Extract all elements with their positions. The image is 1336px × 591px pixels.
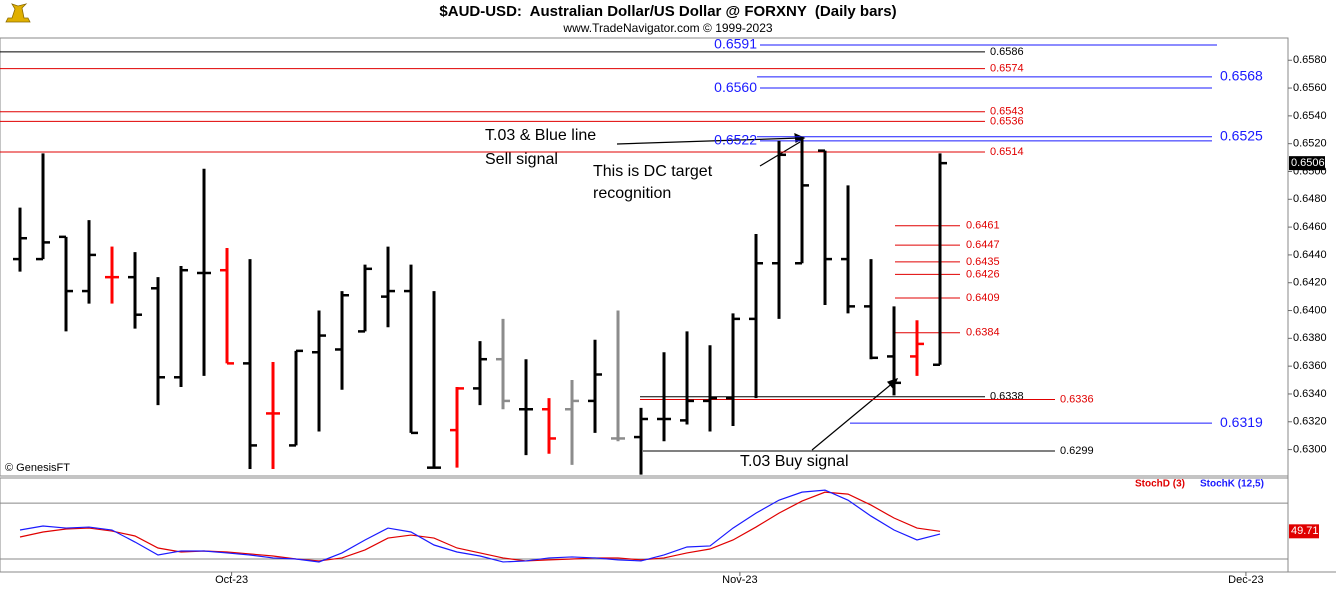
y-tick-label: 0.6400: [1293, 304, 1327, 316]
y-tick-label: 0.6560: [1293, 82, 1327, 94]
y-tick-label: 0.6340: [1293, 388, 1327, 400]
stoch-tag: [1289, 524, 1319, 539]
chart-subtitle: www.TradeNavigator.com © 1999-2023: [562, 21, 772, 35]
level-label: 0.6384: [966, 327, 1000, 339]
level-label: 0.6574: [990, 62, 1024, 74]
level-label: 0.6568: [1220, 68, 1263, 84]
stoch-line: [19, 491, 941, 562]
y-tick-label: 0.6580: [1293, 54, 1327, 66]
credit: © GenesisFT: [5, 462, 70, 474]
level-label: 0.6338: [990, 391, 1024, 403]
level-label: 0.6514: [990, 146, 1024, 158]
level-label: 0.6525: [1220, 127, 1263, 143]
plot-layer: 0.6300 0.6320 0.6340 0.6360 0.6380 0.6400 0.64…: [0, 36, 1327, 586]
y-tick-label: 0.6460: [1293, 221, 1327, 233]
level-label: 0.6409: [966, 292, 1000, 304]
level-label: 0.6447: [966, 239, 1000, 251]
level-label: 0.6319: [1220, 414, 1263, 430]
x-tick-label: Nov-23: [722, 574, 757, 586]
level-label: 0.6591: [714, 36, 757, 52]
stoch-tag-label: 49.71: [1291, 525, 1319, 537]
level-label: 0.6586: [990, 46, 1024, 58]
level-label: 0.6435: [966, 256, 1000, 268]
annotation: This is DC target: [593, 163, 713, 180]
price-tag: [1289, 156, 1325, 171]
chart-title: $AUD-USD: Australian Dollar/US Dollar @ …: [439, 3, 896, 20]
annotation: recognition: [593, 185, 671, 202]
level-label: 0.6426: [966, 268, 1000, 280]
level-label: 0.6299: [1060, 445, 1094, 457]
level-label: 0.6336: [1060, 393, 1094, 405]
stoch-line: [19, 489, 941, 563]
y-tick-label: 0.6380: [1293, 332, 1327, 344]
level-label: 0.6560: [714, 79, 757, 95]
y-tick-label: 0.6480: [1293, 193, 1327, 205]
y-tick-label: 0.6440: [1293, 249, 1327, 261]
level-label: 0.6536: [990, 115, 1024, 127]
y-tick-label: 0.6540: [1293, 110, 1327, 122]
annotation: Sell signal: [485, 151, 558, 168]
level-label: 0.6543: [990, 106, 1024, 118]
y-tick-label: 0.6420: [1293, 277, 1327, 289]
legend-entry: StochD (3): [1135, 479, 1185, 490]
y-tick-label: 0.6300: [1293, 443, 1327, 455]
annotation: T.03 & Blue line: [485, 127, 596, 144]
legend-entry: StochK (12,5): [1200, 479, 1264, 490]
logo: [5, 3, 31, 23]
x-tick-label: Dec-23: [1228, 574, 1263, 586]
x-tick-label: Oct-23: [215, 574, 248, 586]
y-tick-label: 0.6360: [1293, 360, 1327, 372]
y-tick-label: 0.6520: [1293, 138, 1327, 150]
annotation: T.03 Buy signal: [740, 453, 849, 470]
level-label: 0.6461: [966, 220, 1000, 232]
level-label: 0.6522: [714, 132, 757, 148]
y-tick-label: 0.6320: [1293, 416, 1327, 428]
price-tag-label: 0.6506: [1291, 157, 1325, 169]
